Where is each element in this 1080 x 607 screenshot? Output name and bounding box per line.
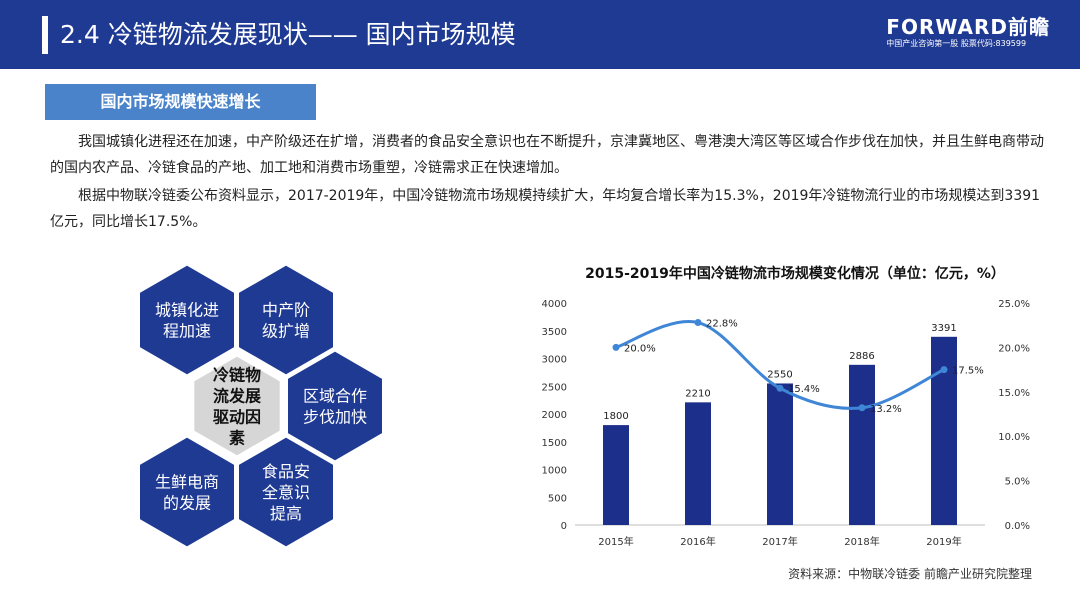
logo-tagline: 中国产业咨询第一股 股票代码:839599 — [886, 39, 1027, 48]
line-point — [612, 343, 620, 351]
page-title: 2.4 冷链物流发展现状—— 国内市场规模 — [60, 20, 516, 49]
y-right-tick-label: 0.0% — [1005, 521, 1030, 532]
x-tick-label: 2018年 — [844, 535, 879, 548]
title-accent-bar — [42, 16, 48, 54]
x-tick-label: 2017年 — [762, 535, 797, 548]
line-data-label: 15.4% — [788, 384, 820, 395]
line-point — [940, 366, 948, 374]
x-tick-label: 2016年 — [680, 535, 715, 548]
y-right-tick-label: 10.0% — [998, 432, 1030, 443]
header-bar: 2.4 冷链物流发展现状—— 国内市场规模 FORWARD前瞻 中国产业咨询第一… — [0, 0, 1080, 69]
source-note: 资料来源：中物联冷链委 前瞻产业研究院整理 — [788, 567, 1032, 581]
bar-data-label: 3391 — [931, 323, 956, 334]
paragraph-2: 根据中物联冷链委公布资料显示，2017-2019年，中国冷链物流市场规模持续扩大… — [50, 188, 1041, 230]
logo-brand: FORWARD前瞻 — [886, 15, 1050, 39]
y-left-tick-label: 3500 — [542, 327, 567, 338]
y-right-tick-label: 20.0% — [998, 343, 1030, 354]
y-left-tick-label: 1000 — [542, 466, 567, 477]
line-data-label: 20.0% — [624, 343, 656, 354]
line-point — [694, 319, 702, 327]
line-data-label: 17.5% — [952, 366, 984, 377]
line-point — [776, 384, 784, 392]
x-tick-label: 2019年 — [926, 535, 961, 548]
chart-title: 2015-2019年中国冷链物流市场规模变化情况（单位：亿元，%） — [585, 266, 1005, 282]
y-right-tick-label: 5.0% — [1005, 477, 1030, 488]
paragraph-1: 我国城镇化进程还在加速，中产阶级还在扩增，消费者的食品安全意识也在不断提升，京津… — [50, 134, 1044, 176]
y-left-tick-label: 1500 — [542, 438, 567, 449]
bar-data-label: 2210 — [685, 388, 710, 399]
bar-data-label: 2886 — [849, 351, 874, 362]
line-point — [858, 404, 866, 412]
bar-data-label: 2550 — [767, 369, 792, 380]
y-left-tick-label: 0 — [561, 521, 567, 532]
y-left-tick-label: 2000 — [542, 410, 567, 421]
bar — [685, 402, 711, 525]
x-tick-label: 2015年 — [598, 535, 633, 548]
y-left-tick-label: 3000 — [542, 355, 567, 366]
y-left-tick-label: 500 — [548, 493, 567, 504]
y-left-tick-label: 4000 — [542, 299, 567, 310]
y-left-tick-label: 2500 — [542, 382, 567, 393]
line-data-label: 22.8% — [706, 319, 738, 330]
brand-logo: FORWARD前瞻 中国产业咨询第一股 股票代码:839599 — [886, 16, 1050, 50]
y-right-tick-label: 25.0% — [998, 299, 1030, 310]
bar — [603, 425, 629, 525]
bar — [849, 364, 875, 525]
section-tag: 国内市场规模快速增长 — [45, 84, 316, 120]
line-data-label: 13.2% — [870, 404, 902, 415]
y-right-tick-label: 15.0% — [998, 388, 1030, 399]
bar-data-label: 1800 — [603, 411, 628, 422]
bar — [767, 383, 793, 525]
